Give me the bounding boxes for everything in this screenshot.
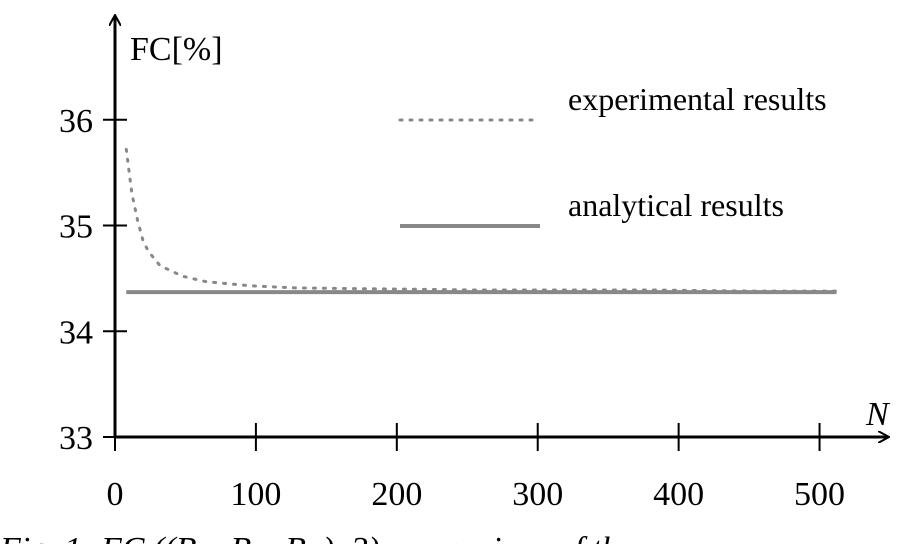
x-tick-label: 500 (794, 476, 845, 513)
series-line (124, 147, 838, 293)
x-tick-label: 400 (653, 476, 704, 513)
legend-label: analytical results (568, 187, 784, 223)
x-tick-label: 0 (107, 476, 124, 513)
legend-label: experimental results (568, 81, 827, 117)
y-tick-label: 33 (59, 420, 93, 457)
y-tick-label: 36 (59, 103, 93, 140)
x-tick-label: 100 (230, 476, 281, 513)
caption: Fig. 1: FC ((Bn, Bn, Bn), 3) comparison … (0, 531, 634, 544)
y-axis-label: FC[%] (130, 31, 223, 68)
x-axis-label: N (865, 396, 891, 433)
x-tick-label: 300 (512, 476, 563, 513)
x-tick-label: 200 (371, 476, 422, 513)
y-tick-label: 34 (59, 314, 93, 351)
y-tick-label: 35 (59, 209, 93, 246)
